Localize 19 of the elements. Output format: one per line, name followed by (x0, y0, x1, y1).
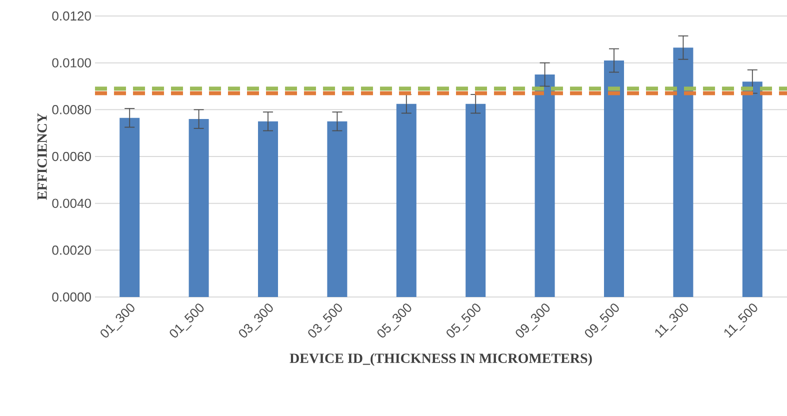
y-tick-label: 0.0100 (52, 58, 91, 68)
bar (466, 104, 486, 297)
bar (120, 118, 140, 297)
bar (327, 121, 348, 297)
x-axis-title: DEVICE ID_(THICKNESS IN MICROMETERS) (290, 353, 592, 366)
y-tick-label: 0.0080 (52, 105, 91, 114)
bar (604, 60, 624, 297)
y-tick-label: 0.0020 (52, 246, 91, 255)
bar (742, 82, 762, 297)
bar (534, 74, 555, 297)
y-tick-label: 0.0120 (52, 11, 91, 21)
y-tick-label: 0.0000 (52, 292, 91, 302)
bar (396, 104, 416, 297)
y-axis-title: EFFICIENCY (37, 113, 47, 200)
bar (188, 119, 209, 297)
bar (673, 48, 694, 297)
bar (258, 121, 278, 297)
y-tick-label: 0.0040 (52, 198, 91, 208)
y-tick-label: 0.0060 (52, 152, 91, 162)
